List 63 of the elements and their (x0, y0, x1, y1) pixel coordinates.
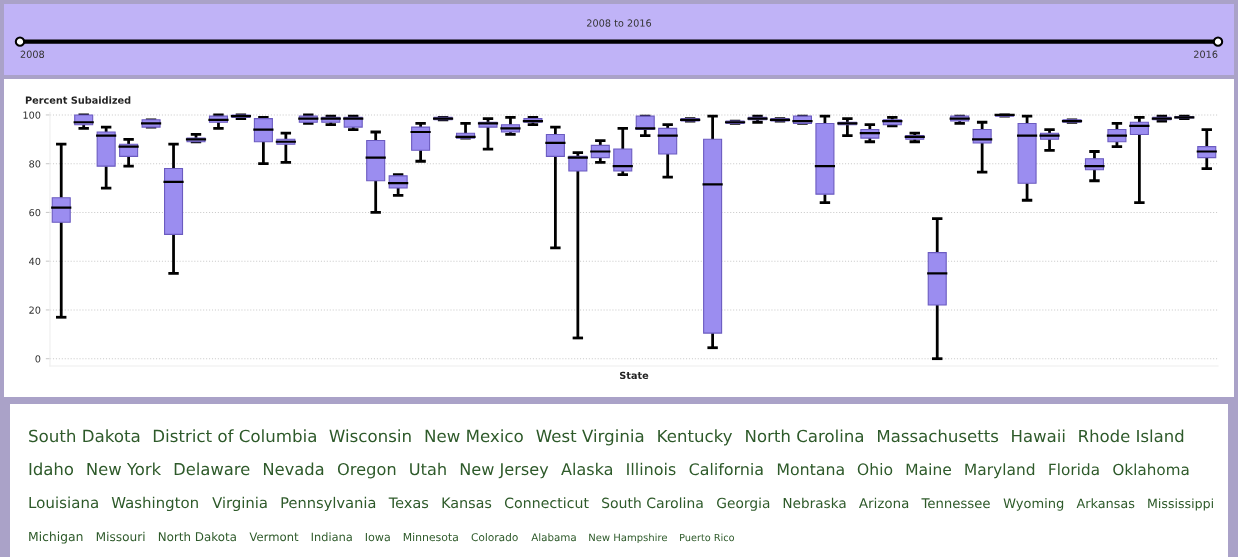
text: North Dakota (158, 531, 236, 542)
text: South Carolina (602, 497, 703, 509)
text: New Jersey (460, 463, 549, 479)
text: New Mexico (425, 429, 523, 443)
text: Connecticut (504, 497, 589, 509)
text: Idaho (29, 462, 74, 476)
text: Maine (906, 463, 952, 476)
text: Massachusetts (878, 429, 999, 443)
text: New York (87, 462, 162, 476)
text: Alabama (531, 533, 576, 542)
text: Montana (777, 463, 844, 476)
text: Colorado (471, 532, 518, 542)
y-tick-label: 100 (23, 111, 41, 119)
text: Iowa (365, 532, 390, 542)
text: Illinois (627, 462, 676, 476)
text: Indiana (311, 532, 352, 542)
text: Alaska (561, 462, 613, 476)
text: Mississippi (1148, 498, 1213, 511)
text: Washington (111, 496, 198, 512)
text: California (689, 462, 763, 476)
y-tick-label: 60 (29, 208, 41, 217)
text: Missouri (96, 531, 145, 542)
text: Wisconsin (329, 429, 411, 443)
text: Pennsylvania (281, 496, 376, 512)
text: Wyoming (1003, 498, 1064, 511)
text: New Hampshire (589, 533, 667, 544)
text: District of Columbia (153, 429, 316, 443)
text: Oklahoma (1113, 463, 1189, 476)
text: Arkansas (1076, 498, 1135, 509)
text: Michigan (29, 531, 83, 544)
text: Ohio (857, 463, 893, 476)
text: Arizona (858, 497, 909, 509)
text: Hawaii (1012, 429, 1065, 443)
text: Delaware (174, 462, 250, 476)
y-tick-label: 40 (29, 257, 41, 266)
y-axis-title: Percent Subaidized (25, 96, 131, 104)
text: Nevada (263, 462, 324, 476)
text: Florida (1049, 463, 1099, 476)
x-axis-title: State (619, 371, 649, 380)
text: 2008 to 2016 (587, 19, 652, 27)
y-tick-label: 0 (35, 355, 41, 363)
y-tick-label: 80 (29, 160, 41, 168)
text: Rhode Island (1079, 429, 1184, 443)
text: Minnesota (403, 532, 458, 542)
text: Nebraska (783, 497, 846, 509)
text: Tennessee (921, 498, 990, 509)
text: Georgia (717, 497, 770, 511)
text: Virginia (212, 496, 267, 512)
text: Puerto Rico (680, 533, 735, 542)
text: North Carolina (746, 429, 864, 443)
text: Kentucky (658, 429, 733, 446)
text: 2016 (1193, 50, 1218, 58)
text: South Dakota (29, 429, 140, 443)
text: Utah (410, 462, 446, 476)
text: Kansas (442, 497, 492, 509)
text: Texas (388, 497, 429, 509)
y-tick-label: 20 (29, 306, 41, 314)
text: 2008 (20, 50, 45, 58)
text: West Virginia (536, 429, 644, 446)
text: Vermont (249, 532, 299, 542)
text: Maryland (965, 463, 1035, 479)
text: Oregon (337, 462, 396, 479)
text: Louisiana (29, 496, 98, 509)
